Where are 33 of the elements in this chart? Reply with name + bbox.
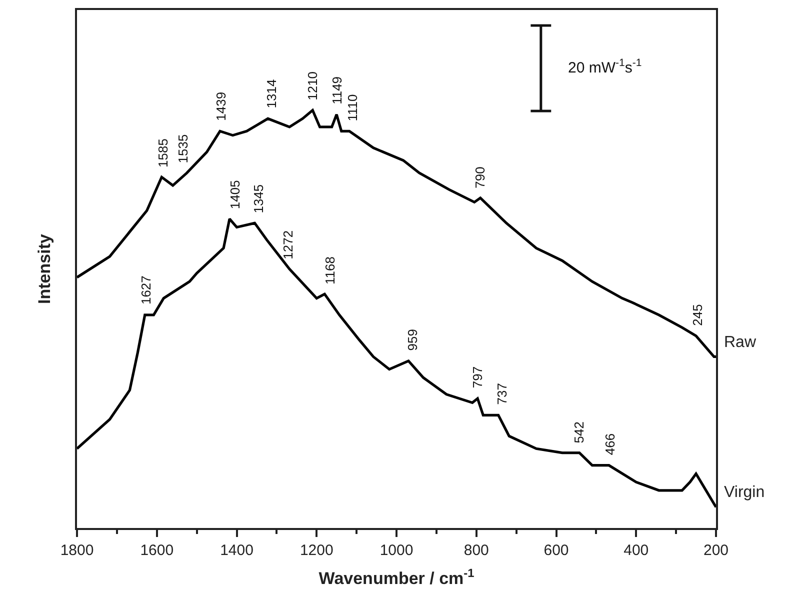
x-tick-label: 1400 (220, 542, 254, 559)
x-tick-label: 1800 (60, 542, 94, 559)
annotation: 1314 (264, 79, 279, 108)
annotation: 1405 (227, 180, 242, 210)
annotation: 1149 (330, 76, 345, 104)
x-tick-label: 1600 (140, 542, 174, 559)
annotation: 1345 (251, 184, 266, 214)
annotation: 1585 (155, 138, 170, 168)
annotation: 797 (470, 366, 486, 388)
x-axis-title: Wavenumber / cm$^{-1}$ (318, 566, 475, 588)
annotation: 1210 (304, 71, 320, 100)
x-tick-label: 400 (624, 542, 649, 559)
annotation: 959 (404, 329, 420, 351)
x-tick-label: 1000 (380, 542, 414, 559)
x-tick-label: 600 (544, 542, 569, 559)
annotation: 1272 (280, 230, 296, 260)
x-tick-label: 800 (464, 542, 489, 559)
annotation: 790 (472, 166, 488, 188)
annotation: 1627 (138, 276, 154, 305)
annotation: 1110 (344, 94, 360, 122)
annotation: 542 (572, 422, 587, 444)
series-label: Virgin (724, 484, 765, 501)
x-tick-label: 1200 (300, 542, 334, 559)
annotation: 466 (602, 433, 618, 456)
annotation: 737 (494, 383, 510, 405)
annotation: 1535 (175, 134, 190, 164)
series-label: Raw (724, 334, 756, 351)
annotation: 1439 (214, 92, 229, 121)
annotation: 245 (690, 304, 706, 326)
annotation: 1168 (322, 256, 338, 284)
x-tick-label: 200 (703, 542, 729, 559)
y-axis-title: Intensity (35, 234, 54, 304)
text: 20 mW$^{-1}$s$^{-1}$ (568, 57, 642, 76)
